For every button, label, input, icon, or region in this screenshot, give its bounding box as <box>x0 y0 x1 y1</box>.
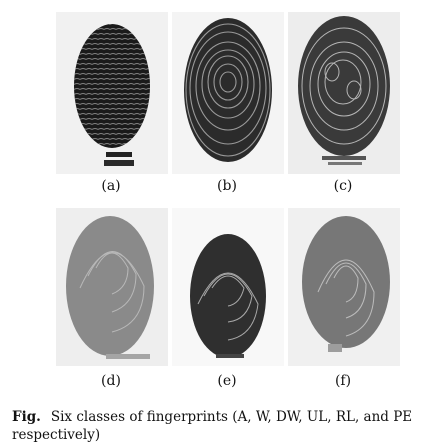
panel-label-e: (e) <box>217 373 237 389</box>
fingerprint-image-f <box>288 208 400 366</box>
panel-label-d: (d) <box>101 373 121 389</box>
fingerprint-image-d <box>56 208 168 366</box>
panel-label-b: (b) <box>217 178 237 194</box>
caption-label: Fig. <box>12 409 41 425</box>
caption-text: Six classes of fingerprints (A, W, DW, U… <box>12 409 413 443</box>
fingerprint-image-b <box>172 12 284 174</box>
panel-label-c: (c) <box>333 178 353 194</box>
fingerprint-image-e <box>172 208 284 366</box>
panel-label-a: (a) <box>101 178 121 194</box>
figure-caption: Fig. Six classes of fingerprints (A, W, D… <box>12 408 424 444</box>
fingerprint-image-a <box>56 12 168 174</box>
panel-label-f: (f) <box>334 373 352 389</box>
fingerprint-image-c <box>288 12 400 174</box>
